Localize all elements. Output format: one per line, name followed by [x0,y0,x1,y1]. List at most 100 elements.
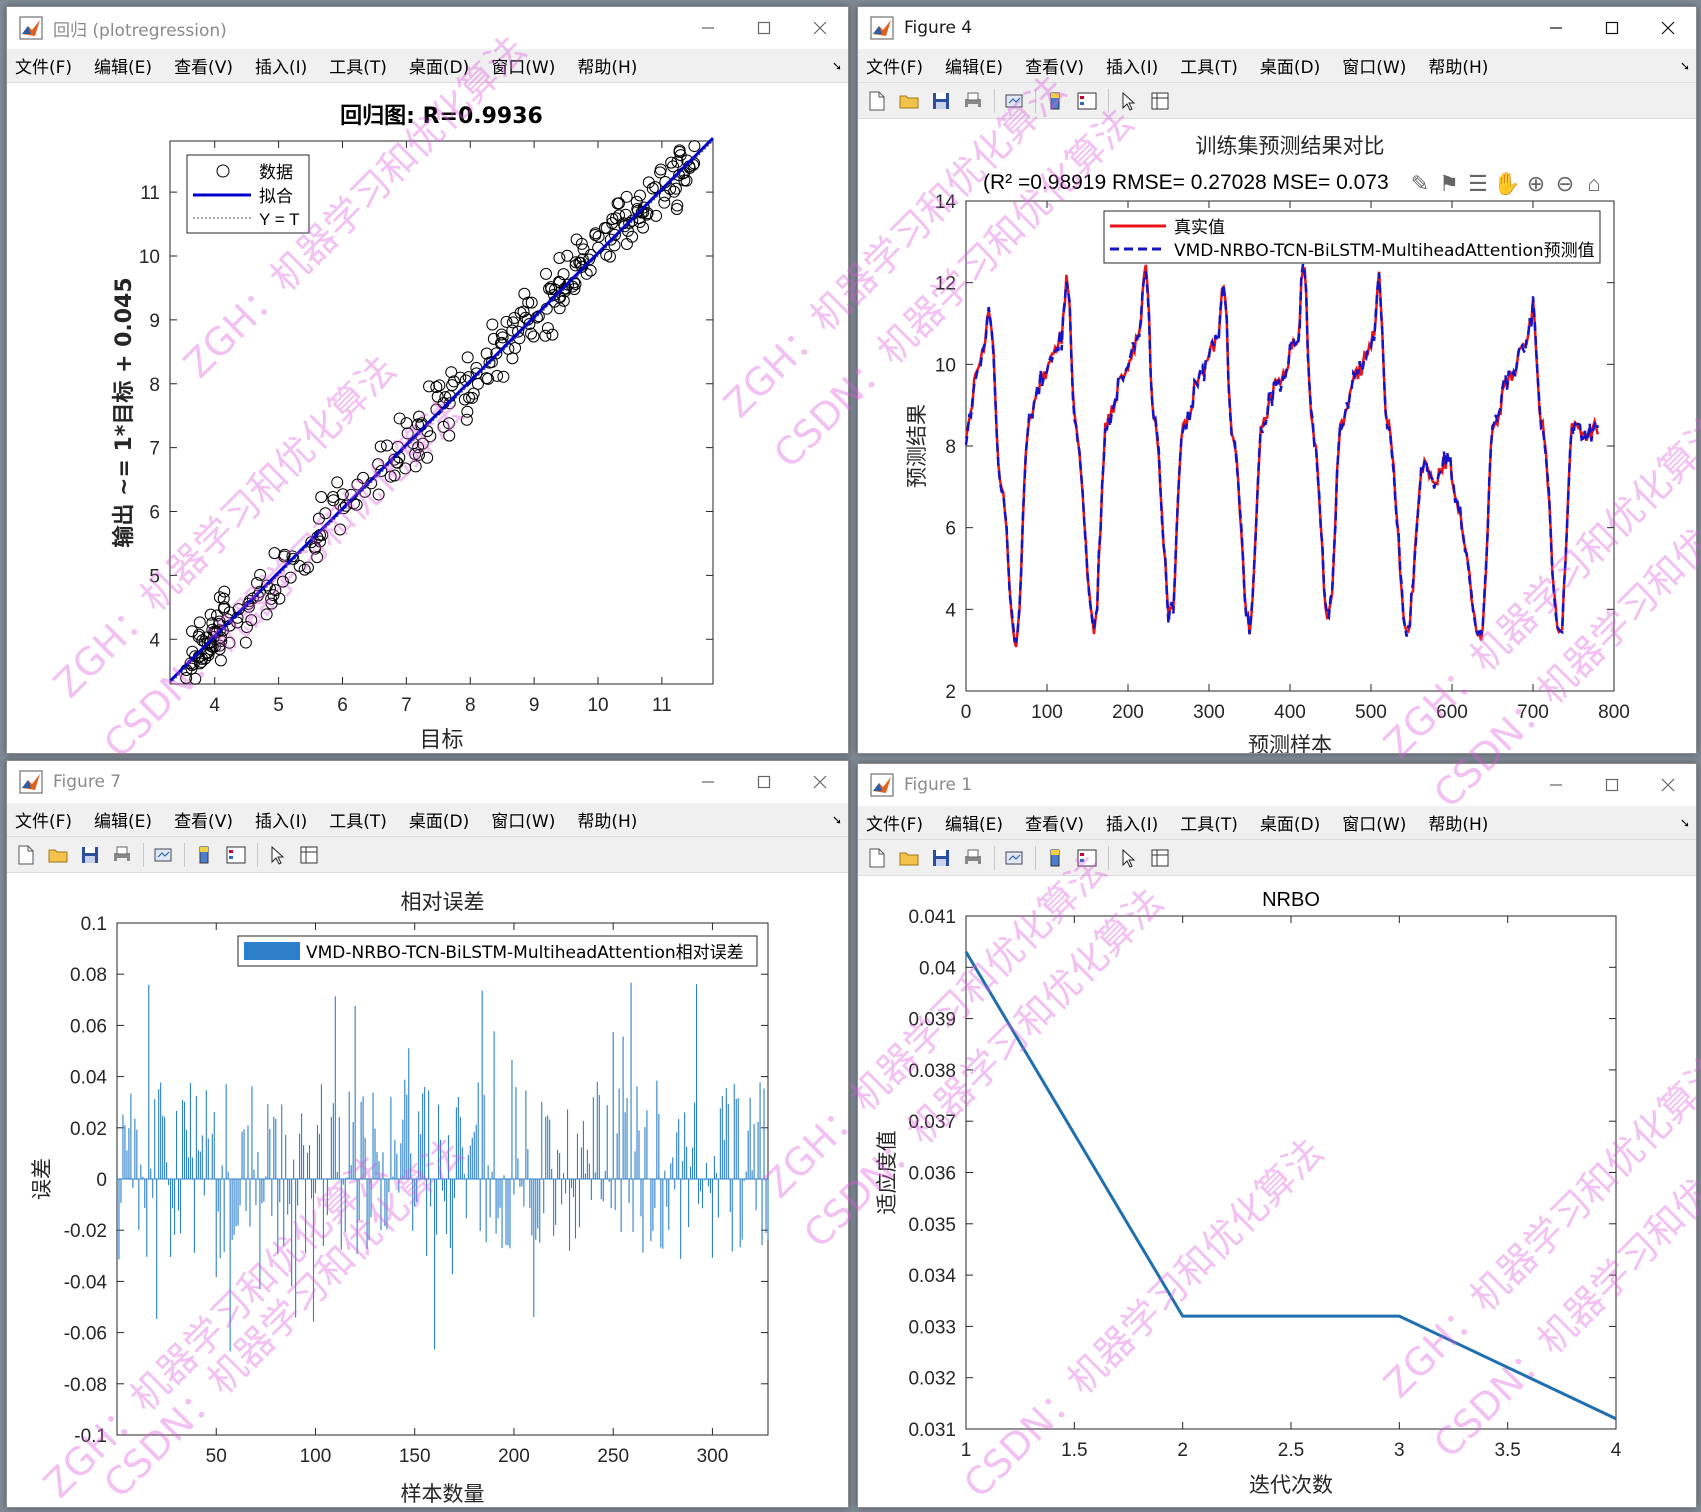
toolbar-toggle-icon[interactable]: ➘ [831,813,842,827]
data-point [267,589,280,602]
open-button[interactable] [896,88,922,114]
menu-view[interactable]: 查看(V) [1025,815,1084,835]
pan-icon[interactable]: ✋ [1493,171,1520,196]
error-bar [235,1179,237,1227]
menu-window[interactable]: 窗口(W) [1342,815,1407,835]
edit-plot-button[interactable] [1115,88,1141,114]
edit-plot-button[interactable] [1115,845,1141,871]
legend-icon [1077,849,1097,866]
new-figure-button[interactable] [13,842,39,868]
maximize-button[interactable] [1584,7,1640,49]
colorbar-button[interactable] [191,842,217,868]
close-button[interactable] [1640,7,1696,49]
menu-view[interactable]: 查看(V) [174,58,233,78]
link-plot-button[interactable] [1001,88,1027,114]
colorbar-button[interactable] [1042,88,1068,114]
data-point [620,237,633,250]
menu-help[interactable]: 帮助(H) [1428,815,1489,835]
menu-insert[interactable]: 插入(I) [1105,815,1159,835]
print-button[interactable] [960,88,986,114]
colorbar-button[interactable] [1042,845,1068,871]
error-bar [594,1172,596,1179]
toolbar-toggle-icon[interactable]: ➘ [1679,59,1690,73]
menu-file[interactable]: 文件(F) [15,58,73,78]
menu-desktop[interactable]: 桌面(D) [408,812,470,832]
error-bar [668,1179,670,1230]
data-point [553,276,566,289]
title-bar[interactable]: Figure 7 [7,761,848,803]
print-button[interactable] [960,845,986,871]
error-bar [489,1179,491,1218]
property-editor-button[interactable] [296,842,322,868]
legend-button[interactable] [1074,88,1100,114]
property-editor-button[interactable] [1147,845,1173,871]
menu-help[interactable]: 帮助(H) [577,58,638,78]
menu-tools[interactable]: 工具(T) [1180,58,1238,78]
minimize-button[interactable] [1528,7,1584,49]
close-button[interactable] [792,7,848,49]
menu-help[interactable]: 帮助(H) [577,812,638,832]
menu-window[interactable]: 窗口(W) [1342,58,1407,78]
minimize-button[interactable] [1528,764,1584,806]
new-figure-button[interactable] [864,845,890,871]
menu-file[interactable]: 文件(F) [15,812,73,832]
save-button[interactable] [928,88,954,114]
minimize-button[interactable] [680,7,736,49]
close-button[interactable] [792,761,848,803]
menu-window[interactable]: 窗口(W) [491,58,556,78]
menu-edit[interactable]: 编辑(E) [945,815,1004,835]
menu-insert[interactable]: 插入(I) [254,58,308,78]
menu-desktop[interactable]: 桌面(D) [408,58,470,78]
menu-file[interactable]: 文件(F) [866,815,924,835]
link-plot-button[interactable] [150,842,176,868]
toolbar-toggle-icon[interactable]: ➘ [1679,816,1690,830]
legend-swatch [244,942,300,960]
menu-file[interactable]: 文件(F) [866,58,924,78]
error-bar [658,1113,660,1179]
brush-icon[interactable]: ✎ [1411,171,1429,196]
data-point [331,476,344,489]
open-button[interactable] [45,842,71,868]
menu-help[interactable]: 帮助(H) [1428,58,1489,78]
datatip-icon[interactable]: ⚑ [1439,171,1459,196]
menu-desktop[interactable]: 桌面(D) [1259,815,1321,835]
menu-insert[interactable]: 插入(I) [254,812,308,832]
restore-icon[interactable]: ☰ [1468,171,1488,196]
zoom-in-icon[interactable]: ⊕ [1527,171,1545,196]
edit-plot-button[interactable] [264,842,290,868]
new-figure-button[interactable] [864,88,890,114]
menu-view[interactable]: 查看(V) [174,812,233,832]
title-bar[interactable]: 回归 (plotregression) [7,7,848,49]
menu-edit[interactable]: 编辑(E) [94,58,153,78]
toolbar-toggle-icon[interactable]: ➘ [831,59,842,73]
maximize-button[interactable] [736,7,792,49]
menu-edit[interactable]: 编辑(E) [94,812,153,832]
legend-button[interactable] [1074,845,1100,871]
menu-insert[interactable]: 插入(I) [1105,58,1159,78]
menu-tools[interactable]: 工具(T) [329,812,387,832]
title-bar[interactable]: Figure 1 [858,764,1696,806]
x-tick-label: 200 [498,1446,530,1467]
print-button[interactable] [109,842,135,868]
legend-button[interactable] [223,842,249,868]
link-plot-button[interactable] [1001,845,1027,871]
menu-window[interactable]: 窗口(W) [491,812,556,832]
menu-tools[interactable]: 工具(T) [1180,815,1238,835]
error-bar [634,1151,636,1179]
maximize-button[interactable] [736,761,792,803]
maximize-button[interactable] [1584,764,1640,806]
close-button[interactable] [1640,764,1696,806]
property-editor-button[interactable] [1147,88,1173,114]
minimize-button[interactable] [680,761,736,803]
menu-tools[interactable]: 工具(T) [329,58,387,78]
zoom-out-icon[interactable]: ⊖ [1556,171,1574,196]
title-bar[interactable]: Figure 4 [858,7,1696,49]
save-button[interactable] [77,842,103,868]
open-button[interactable] [896,845,922,871]
menu-view[interactable]: 查看(V) [1025,58,1084,78]
error-bar [152,1179,154,1198]
home-icon[interactable]: ⌂ [1587,171,1600,196]
menu-desktop[interactable]: 桌面(D) [1259,58,1321,78]
menu-edit[interactable]: 编辑(E) [945,58,1004,78]
save-button[interactable] [928,845,954,871]
